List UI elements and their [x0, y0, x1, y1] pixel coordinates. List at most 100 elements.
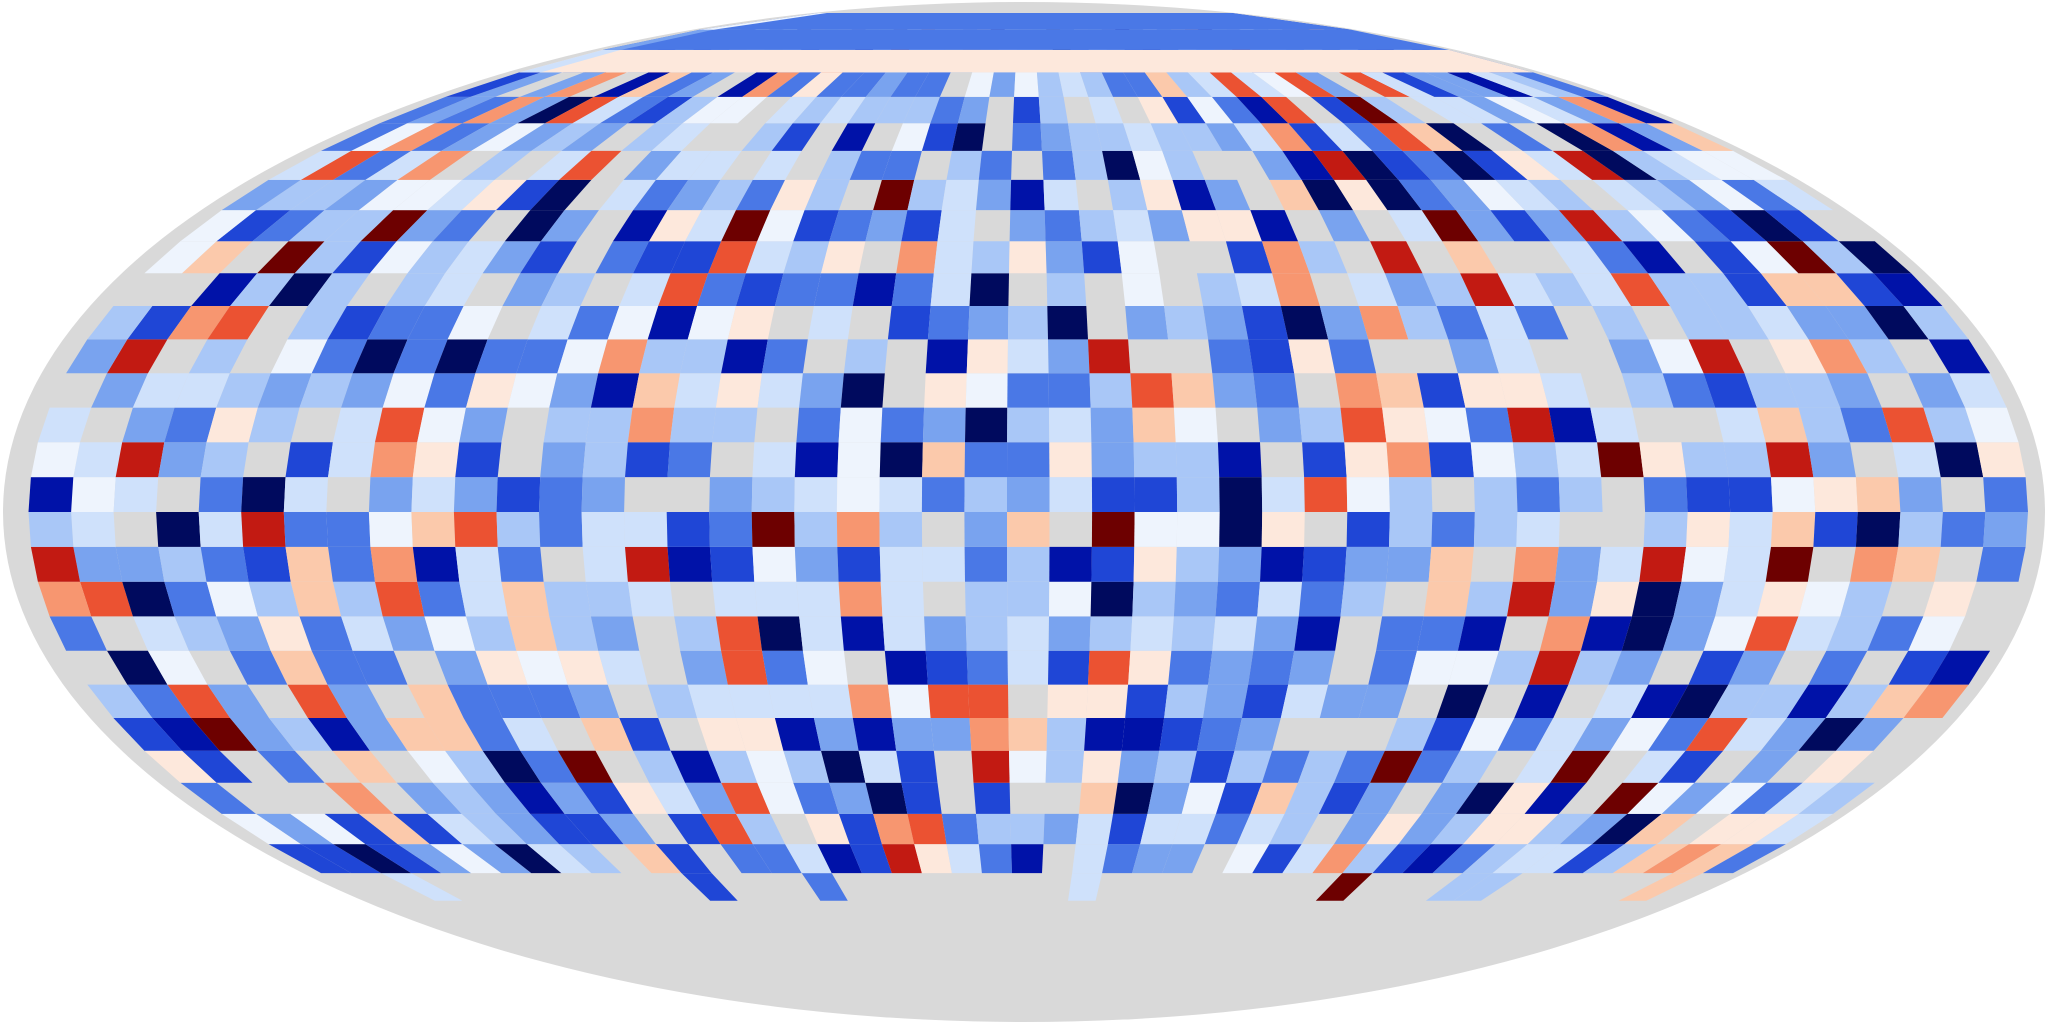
grid-cell — [1492, 844, 1560, 874]
grid-cell — [1612, 844, 1690, 874]
grid-cell — [1312, 150, 1367, 180]
grid-cell — [1298, 581, 1345, 617]
grid-cell — [393, 813, 463, 845]
grid-cell — [1463, 813, 1525, 845]
grid-cell — [623, 844, 682, 874]
grid-cell — [721, 339, 768, 374]
grid-cell — [794, 512, 838, 547]
grid-cell — [80, 581, 133, 617]
grid-cells — [28, 13, 2028, 901]
grid-cell — [180, 782, 256, 814]
grid-cell — [1785, 616, 1841, 651]
grid-cell — [965, 581, 1008, 617]
grid-cell — [1813, 477, 1858, 512]
grid-cell — [687, 684, 736, 718]
grid-cell — [352, 339, 408, 374]
grid-cell — [927, 684, 970, 718]
grid-cell — [1563, 123, 1643, 151]
grid-cell — [1117, 241, 1160, 274]
grid-cell — [358, 813, 430, 845]
grid-cell — [530, 179, 592, 211]
grid-cell — [432, 782, 496, 814]
grid-cell — [1840, 581, 1893, 617]
grid-cell — [1075, 813, 1114, 845]
grid-cell — [937, 210, 976, 242]
grid-cell — [1497, 718, 1554, 751]
grid-cell — [1282, 150, 1334, 180]
grid-cell — [837, 442, 881, 478]
grid-cell — [1389, 512, 1433, 547]
grid-cell — [257, 750, 325, 783]
grid-cell — [1730, 750, 1799, 783]
grid-cell — [989, 72, 1016, 97]
grid-cell — [1113, 782, 1154, 814]
grid-cell — [207, 306, 269, 340]
grid-cell — [1315, 873, 1373, 901]
grid-cell — [1172, 179, 1216, 211]
grid-cell — [482, 241, 541, 274]
grid-cell — [1448, 650, 1499, 685]
grid-cell — [625, 442, 670, 478]
grid-cell — [1007, 477, 1050, 512]
grid-cell — [504, 782, 565, 814]
grid-cell — [1646, 123, 1733, 151]
grid-cell — [721, 210, 771, 242]
grid-cell — [1181, 210, 1226, 242]
grid-cell — [1346, 512, 1390, 547]
grid-cell — [598, 813, 656, 845]
grid-cell — [191, 273, 258, 306]
grid-cell — [1203, 684, 1249, 718]
grid-cell — [1428, 546, 1474, 582]
grid-cell — [969, 273, 1009, 306]
grid-cell — [461, 813, 527, 845]
grid-cell — [1685, 273, 1748, 306]
grid-cell — [1280, 306, 1329, 340]
grid-cell — [1490, 782, 1551, 814]
grid-cell — [881, 844, 922, 874]
grid-cell — [1753, 179, 1834, 211]
grid-cell — [285, 546, 333, 582]
grid-cell — [1908, 616, 1966, 651]
grid-cell — [455, 546, 502, 582]
grid-cell — [526, 150, 592, 180]
grid-cell — [1892, 546, 1941, 582]
grid-cell — [502, 718, 558, 751]
grid-cell — [688, 150, 742, 180]
grid-cell — [1662, 616, 1716, 651]
grid-cell — [1358, 306, 1409, 340]
grid-cell — [667, 546, 713, 582]
grid-cell — [1137, 96, 1179, 124]
grid-cell — [180, 210, 256, 242]
grid-cell — [332, 581, 383, 617]
grid-cell — [1260, 123, 1313, 151]
grid-cell — [37, 581, 92, 617]
grid-cell — [1125, 684, 1169, 718]
grid-cell — [567, 684, 620, 718]
grid-cell — [412, 546, 460, 582]
grid-cell — [1622, 750, 1686, 783]
grid-cell — [1642, 150, 1722, 180]
grid-cell — [1353, 782, 1407, 814]
grid-cell — [1417, 616, 1466, 651]
grid-cell — [127, 684, 192, 718]
grid-cell — [804, 813, 850, 845]
grid-cell — [791, 72, 843, 97]
grid-cell — [1431, 512, 1475, 547]
grid-cell — [256, 813, 334, 845]
grid-cell — [752, 442, 797, 478]
grid-cell — [28, 512, 74, 547]
grid-cell — [1234, 718, 1281, 751]
grid-cell — [471, 123, 545, 151]
grid-cell — [1798, 273, 1865, 306]
grid-cell — [1133, 546, 1177, 582]
grid-cell — [873, 179, 915, 211]
grid-cell — [466, 616, 517, 651]
grid-cell — [627, 96, 693, 124]
grid-cell — [1568, 650, 1622, 685]
grid-cell — [1081, 241, 1122, 274]
grid-cell — [1088, 650, 1131, 685]
grid-cell — [721, 650, 768, 685]
grid-cell — [674, 616, 722, 651]
grid-cell — [1294, 616, 1341, 651]
